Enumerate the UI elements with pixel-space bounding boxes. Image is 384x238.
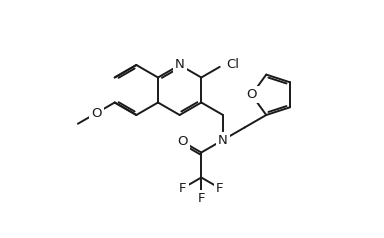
Text: N: N (218, 134, 228, 147)
Text: O: O (246, 88, 257, 101)
Text: O: O (178, 135, 188, 148)
Text: F: F (197, 192, 205, 205)
Text: O: O (91, 107, 101, 120)
Text: Cl: Cl (227, 58, 240, 71)
Text: N: N (175, 59, 185, 71)
Text: F: F (216, 182, 223, 195)
Text: F: F (179, 182, 187, 195)
